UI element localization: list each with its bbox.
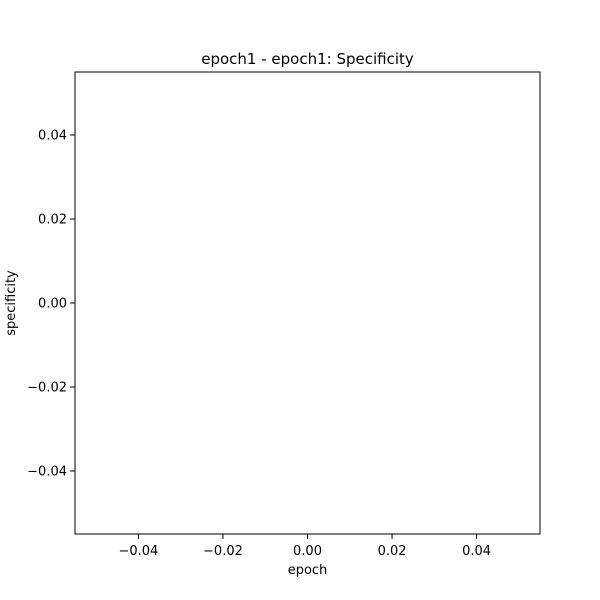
y-tick-label: −0.04 <box>27 465 67 480</box>
y-tick-label: −0.02 <box>27 381 67 396</box>
y-tick-label: 0.00 <box>38 297 67 312</box>
y-axis-label: specificity <box>4 270 19 336</box>
x-tick-label: 0.00 <box>293 544 322 559</box>
y-tick-label: 0.02 <box>38 213 67 228</box>
x-tick-label: 0.04 <box>462 544 491 559</box>
x-tick-label: −0.02 <box>203 544 243 559</box>
x-tick-label: 0.02 <box>378 544 407 559</box>
x-axis: −0.04 −0.02 0.00 0.02 0.04 <box>118 534 491 559</box>
y-axis: −0.04 −0.02 0.00 0.02 0.04 <box>27 129 75 480</box>
x-tick-label: −0.04 <box>118 544 158 559</box>
x-axis-label: epoch <box>288 563 328 578</box>
y-tick-label: 0.04 <box>38 129 67 144</box>
chart-title: epoch1 - epoch1: Specificity <box>201 50 414 68</box>
